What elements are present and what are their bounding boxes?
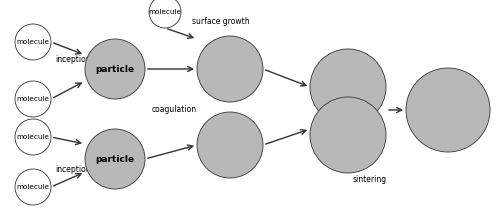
Circle shape — [197, 36, 263, 102]
Circle shape — [85, 129, 145, 189]
Circle shape — [406, 68, 490, 152]
Text: particle: particle — [96, 155, 134, 163]
Circle shape — [310, 49, 386, 125]
Circle shape — [15, 81, 51, 117]
Circle shape — [197, 112, 263, 178]
Circle shape — [149, 0, 181, 28]
Text: inception: inception — [55, 166, 90, 174]
Text: molecule: molecule — [16, 96, 50, 102]
Circle shape — [15, 24, 51, 60]
Circle shape — [85, 39, 145, 99]
Circle shape — [310, 97, 386, 173]
Text: molecule: molecule — [16, 39, 50, 45]
Circle shape — [15, 169, 51, 205]
Text: particle: particle — [96, 64, 134, 74]
Text: molecule: molecule — [16, 184, 50, 190]
Text: sintering: sintering — [353, 174, 387, 184]
Text: coagulation: coagulation — [152, 105, 197, 113]
Text: molecule: molecule — [16, 134, 50, 140]
Text: inception: inception — [55, 54, 90, 64]
Text: molecule: molecule — [148, 9, 182, 15]
Text: surface growth: surface growth — [192, 18, 250, 26]
Circle shape — [15, 119, 51, 155]
